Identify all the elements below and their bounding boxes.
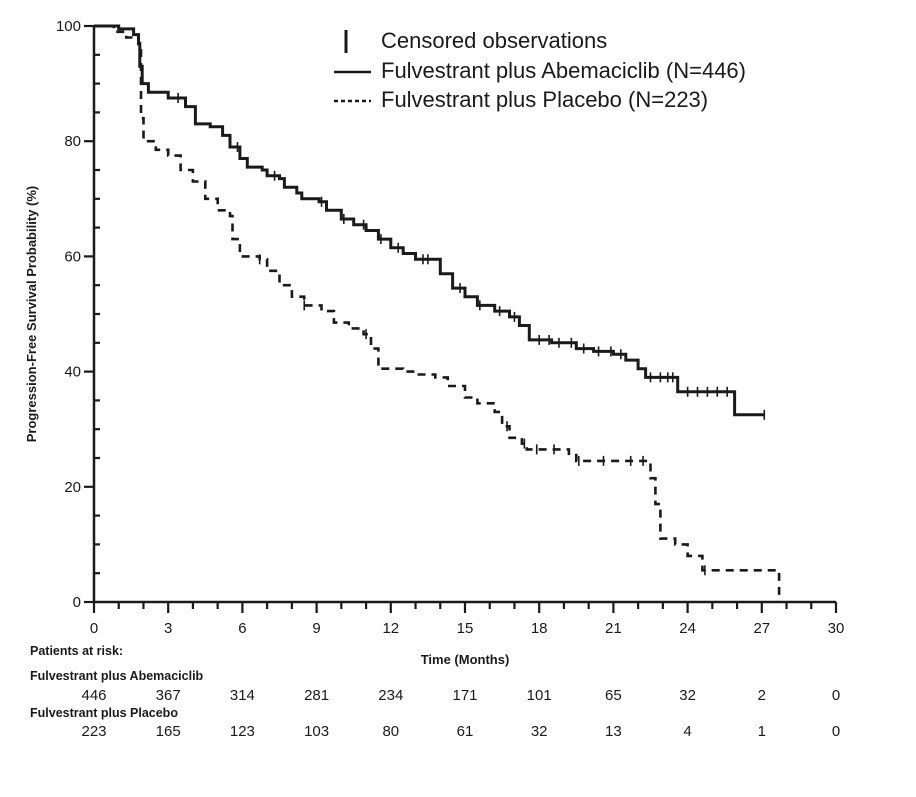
- x-tick-label: 18: [531, 620, 548, 637]
- y-ticks: 0 20 40 60 80 100: [56, 18, 100, 611]
- x-tick-label: 3: [164, 620, 172, 637]
- at-risk-value: 32: [679, 687, 696, 704]
- at-risk-value: 103: [304, 723, 329, 740]
- at-risk-value: 4: [683, 723, 691, 740]
- at-risk-value: 13: [605, 723, 622, 740]
- axes: 0 20 40 60 80 100 0 3 6 9 12 15 18 21 24 27 30: [56, 18, 844, 637]
- at-risk-value: 32: [531, 723, 548, 740]
- at-risk-value: 314: [230, 687, 255, 704]
- at-risk-table: Patients at risk: Fulvestrant plus Abema…: [30, 644, 840, 740]
- at-risk-value: 446: [81, 687, 106, 704]
- at-risk-value: 101: [527, 687, 552, 704]
- legend-label-censored: Censored observations: [381, 28, 607, 53]
- at-risk-value: 223: [81, 723, 106, 740]
- at-risk-value: 171: [452, 687, 477, 704]
- y-tick-label: 80: [64, 133, 81, 150]
- at-risk-value: 234: [378, 687, 403, 704]
- y-tick-label: 0: [73, 594, 81, 611]
- at-risk-value: 165: [156, 723, 181, 740]
- curve-abemaciclib: [94, 24, 765, 417]
- x-ticks: 0 3 6 9 12 15 18 21 24 27 30: [90, 602, 845, 637]
- y-tick-label: 100: [56, 18, 81, 35]
- at-risk-row-label-abemaciclib: Fulvestrant plus Abemaciclib: [30, 669, 204, 683]
- legend: Censored observations Fulvestrant plus A…: [334, 28, 746, 112]
- y-tick-label: 60: [64, 248, 81, 265]
- x-tick-label: 0: [90, 620, 98, 637]
- x-tick-label: 9: [312, 620, 320, 637]
- x-tick-label: 27: [753, 620, 770, 637]
- y-tick-label: 20: [64, 479, 81, 496]
- at-risk-row-abemaciclib: 446 367 314 281 234 171 101 65 32 2 0: [81, 687, 840, 704]
- legend-label-abemaciclib: Fulvestrant plus Abemaciclib (N=446): [381, 58, 746, 83]
- at-risk-title: Patients at risk:: [30, 644, 123, 658]
- at-risk-value: 61: [457, 723, 474, 740]
- y-axis-title: Progression-Free Survival Probability (%…: [24, 186, 39, 442]
- x-tick-label: 21: [605, 620, 622, 637]
- x-axis-title: Time (Months): [421, 652, 510, 667]
- x-tick-label: 30: [828, 620, 845, 637]
- at-risk-row-label-placebo: Fulvestrant plus Placebo: [30, 706, 178, 720]
- at-risk-value: 281: [304, 687, 329, 704]
- at-risk-row-placebo: 223 165 123 103 80 61 32 13 4 1 0: [81, 723, 840, 740]
- at-risk-value: 2: [758, 687, 766, 704]
- legend-label-placebo: Fulvestrant plus Placebo (N=223): [381, 87, 708, 112]
- x-tick-label: 24: [679, 620, 696, 637]
- curve-placebo: [94, 24, 781, 602]
- x-tick-label: 15: [457, 620, 474, 637]
- at-risk-value: 65: [605, 687, 622, 704]
- at-risk-value: 0: [832, 723, 840, 740]
- at-risk-value: 80: [382, 723, 399, 740]
- x-tick-label: 12: [382, 620, 399, 637]
- at-risk-value: 0: [832, 687, 840, 704]
- at-risk-value: 123: [230, 723, 255, 740]
- at-risk-value: 1: [758, 723, 766, 740]
- y-tick-label: 40: [64, 364, 81, 381]
- at-risk-value: 367: [156, 687, 181, 704]
- x-tick-label: 6: [238, 620, 246, 637]
- curves: [94, 24, 781, 602]
